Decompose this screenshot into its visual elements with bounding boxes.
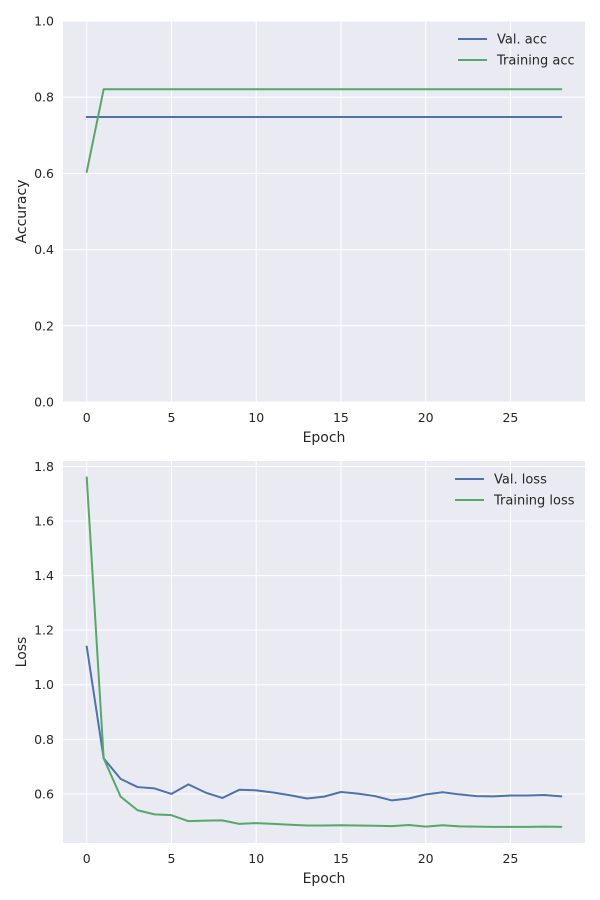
- accuracy-chart: 0 5 10 15 20 25 0.0 0.2 0.4 0.6 0.8 1.0 Epoch Accurac…: [14, 14, 585, 446]
- x-axis-label: Epoch: [303, 430, 346, 446]
- x-tick-label: 10: [248, 851, 264, 866]
- y-axis-label: Accuracy: [14, 180, 30, 244]
- y-tick-label: 0.8: [34, 732, 54, 747]
- legend-label: Val. acc: [497, 33, 547, 48]
- legend-label: Training acc: [496, 54, 575, 69]
- x-tick-label: 15: [333, 851, 349, 866]
- y-tick-label: 0.2: [34, 318, 54, 333]
- x-tick-label: 20: [418, 851, 434, 866]
- y-axis-label: Loss: [14, 637, 30, 668]
- x-axis-label: Epoch: [303, 871, 346, 887]
- y-tick-label: 1.0: [34, 677, 54, 692]
- legend: Val. loss Training loss: [455, 473, 575, 509]
- y-tick-label: 1.4: [34, 568, 54, 583]
- y-tick-label: 1.2: [34, 623, 54, 638]
- plot-area: [63, 21, 585, 402]
- y-tick-label: 0.6: [34, 166, 54, 181]
- y-tick-label: 0.8: [34, 90, 54, 105]
- x-tick-label: 25: [502, 410, 518, 425]
- y-tick-label: 1.0: [34, 14, 54, 29]
- series-line-training-acc: [85, 88, 563, 173]
- legend: Val. acc Training acc: [458, 33, 575, 69]
- legend-label: Val. loss: [494, 473, 547, 488]
- x-tick-label: 0: [83, 410, 91, 425]
- y-tick-label: 0.4: [34, 242, 54, 257]
- x-tick-label: 5: [167, 851, 175, 866]
- y-tick-label: 1.8: [34, 459, 54, 474]
- loss-chart: 0 5 10 15 20 25 0.6 0.8 1.0 1.2 1.4 1.6 1.8 Epoch Loss…: [14, 459, 585, 887]
- series-line-val-loss: [85, 645, 563, 802]
- plot-area: [63, 461, 585, 843]
- y-tick-label: 1.6: [34, 514, 54, 529]
- x-tick-label: 10: [248, 410, 264, 425]
- y-tick-label: 0.0: [34, 395, 54, 410]
- x-tick-label: 0: [83, 851, 91, 866]
- x-tick-label: 20: [418, 410, 434, 425]
- legend-label: Training loss: [493, 494, 575, 509]
- x-tick-label: 5: [167, 410, 175, 425]
- series-line-training-loss: [85, 476, 563, 828]
- x-tick-label: 25: [502, 851, 518, 866]
- x-tick-label: 15: [333, 410, 349, 425]
- y-tick-label: 0.6: [34, 786, 54, 801]
